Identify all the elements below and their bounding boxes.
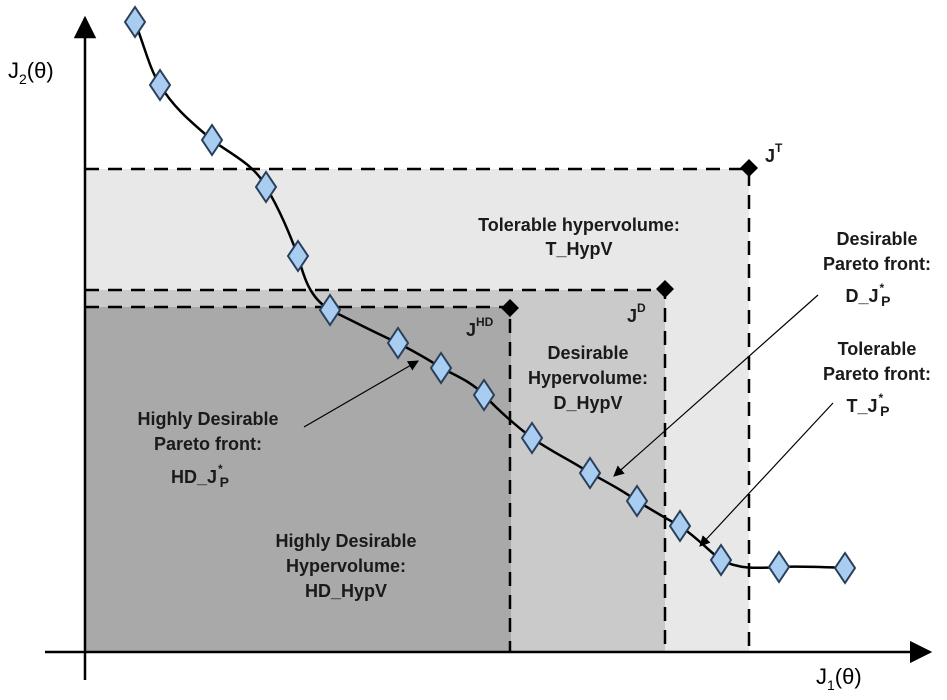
highly-desirable-hypervolume-line2: Hypervolume:: [286, 556, 406, 576]
pareto-point-marker: [767, 550, 791, 584]
tolerable-front-line1: Tolerable: [838, 339, 917, 359]
desirable-front-line2: Pareto front:: [823, 254, 931, 274]
pareto-point-marker: [578, 456, 602, 490]
highly-desirable-front-symbol: HD_J* P: [171, 462, 229, 490]
pareto-point-marker: [429, 351, 453, 385]
desirable-hypervolume-line1: Desirable: [547, 343, 628, 363]
highly-desirable-hypervolume-name: HD_HypV: [305, 581, 387, 601]
pareto-point-marker: [318, 293, 342, 327]
reference-point-t-marker: [740, 159, 758, 177]
pareto-point-marker: [200, 123, 224, 157]
pareto-point-marker: [668, 509, 692, 543]
desirable-front-line1: Desirable: [836, 229, 917, 249]
pareto-point-marker: [386, 326, 410, 360]
tolerable-front-line2: Pareto front:: [823, 364, 931, 384]
x-axis-label: J1(θ): [816, 664, 862, 693]
pareto-point-marker: [286, 239, 310, 273]
pareto-point-marker: [472, 378, 496, 412]
tolerable-hypervolume-name: T_HypV: [545, 239, 612, 259]
reference-point-hd-marker: [501, 299, 519, 317]
pareto-point-marker: [709, 543, 733, 577]
pareto-point-marker: [254, 170, 278, 204]
tolerable-front-symbol: T_J* P: [846, 391, 889, 419]
desirable-hypervolume-name: D_HypV: [553, 393, 622, 413]
reference-point-t-label: JT: [765, 141, 783, 166]
pareto-point-marker: [520, 421, 544, 455]
pareto-point-marker: [833, 551, 857, 585]
y-axis-label: J2(θ): [8, 58, 54, 87]
desirable-front-symbol: D_J* P: [845, 281, 890, 309]
tolerable-hypervolume-title: Tolerable hypervolume:: [478, 215, 680, 235]
desirable-hypervolume-line2: Hypervolume:: [528, 368, 648, 388]
tolerable-front-pointer: [699, 402, 834, 547]
highly-desirable-front-pointer: [303, 360, 419, 428]
highly-desirable-hypervolume-region: [85, 307, 511, 652]
desirable-front-pointer: [613, 294, 819, 477]
reference-point-d-label: JD: [627, 301, 646, 326]
reference-point-d-marker: [656, 280, 674, 298]
highly-desirable-front-line2: Pareto front:: [154, 434, 262, 454]
pareto-point-marker: [123, 5, 147, 39]
reference-point-hd-label: JHD: [466, 315, 494, 340]
pareto-point-marker: [148, 68, 172, 102]
pareto-point-marker: [625, 484, 649, 518]
highly-desirable-front-line1: Highly Desirable: [137, 409, 278, 429]
highly-desirable-hypervolume-line1: Highly Desirable: [275, 531, 416, 551]
